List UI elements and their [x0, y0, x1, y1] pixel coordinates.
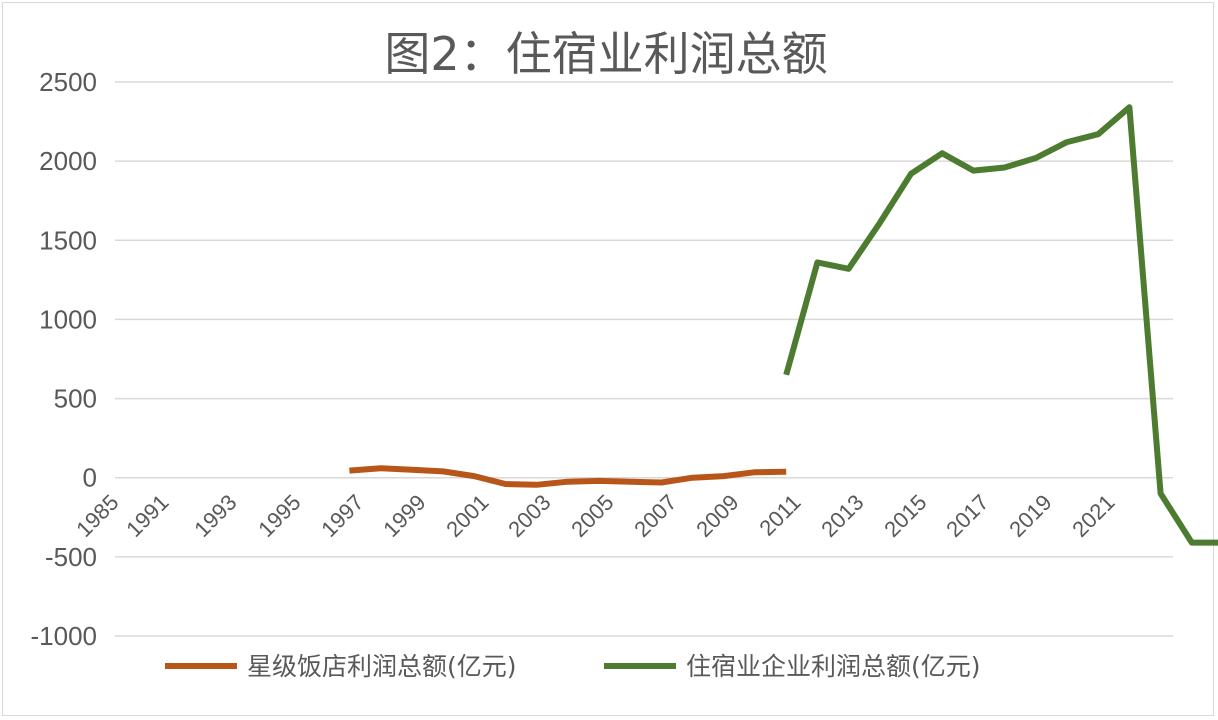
x-tick-label: 1993: [189, 490, 241, 542]
series-1-point: [535, 483, 539, 487]
series-2-point: [878, 221, 882, 225]
series-1-point: [691, 476, 695, 480]
series-2-point: [1127, 105, 1131, 109]
x-tick-label: 1995: [253, 490, 305, 542]
series-2-point: [847, 267, 851, 271]
series-line-2: [783, 104, 1218, 546]
series-1-point: [347, 469, 351, 473]
legend: 星级饭店利润总额(亿元) 住宿业企业利润总额(亿元): [165, 652, 981, 681]
series-1-point: [566, 480, 570, 484]
x-tick-label: 2013: [816, 490, 868, 542]
series-2-point: [1034, 156, 1038, 160]
x-tick-label: 2015: [879, 490, 931, 542]
x-tick-label: 2011: [754, 490, 805, 541]
series-2-point: [815, 260, 819, 264]
y-axis-ticks: 2500 2000 1500 1000 500 0 -500 -1000: [31, 67, 98, 651]
x-tick-label: 2009: [691, 490, 743, 542]
series-1-point: [659, 481, 663, 485]
y-tick-label: 1000: [39, 304, 97, 334]
series-1-point: [441, 469, 445, 473]
series-1-point: [379, 466, 383, 470]
series-1-point: [722, 474, 726, 478]
series-1-point: [410, 468, 414, 472]
x-tick-label: 2003: [503, 490, 555, 542]
x-tick-label: 2017: [941, 490, 993, 542]
series-1-point: [628, 480, 632, 484]
series-1-point: [753, 470, 757, 474]
series-2-point: [784, 373, 788, 377]
x-tick-label: 2007: [629, 490, 681, 542]
x-tick-label: 1999: [378, 490, 430, 542]
series-1-point: [597, 479, 601, 483]
y-tick-label: -500: [45, 542, 97, 572]
series-2-point: [1190, 541, 1194, 545]
x-tick-label: 1985: [71, 490, 123, 542]
series-1-point: [503, 482, 507, 486]
series-2-point: [1096, 132, 1100, 136]
series-line-1: [349, 465, 787, 488]
y-tick-label: 2000: [39, 146, 97, 176]
chart-title: 图2：住宿业利润总额: [384, 27, 827, 81]
series-lines: [347, 104, 1218, 546]
x-tick-label: 1997: [316, 490, 368, 542]
series-2-point: [1003, 166, 1007, 170]
series-2-point: [971, 169, 975, 173]
series-2-point: [1159, 492, 1163, 496]
gridlines: [115, 81, 1173, 637]
x-tick-label: 1991: [121, 490, 173, 542]
x-tick-label: 2005: [566, 490, 618, 542]
legend-label-2: 住宿业企业利润总额(亿元): [686, 652, 981, 681]
y-tick-label: 1500: [39, 225, 97, 255]
series-1-point: [784, 470, 788, 474]
y-tick-label: 0: [83, 463, 97, 493]
y-tick-label: 2500: [39, 67, 97, 97]
x-tick-label: 2021: [1067, 490, 1119, 542]
legend-label-1: 星级饭店利润总额(亿元): [247, 652, 517, 681]
y-tick-label: 500: [54, 384, 97, 414]
series-1-point: [472, 474, 476, 478]
series-2-point: [909, 172, 913, 176]
series-2-point: [940, 151, 944, 155]
x-tick-label: 2001: [441, 490, 493, 542]
x-tick-label: 2019: [1004, 490, 1056, 542]
y-tick-label: -1000: [31, 621, 98, 651]
series-2-point: [1065, 140, 1069, 144]
